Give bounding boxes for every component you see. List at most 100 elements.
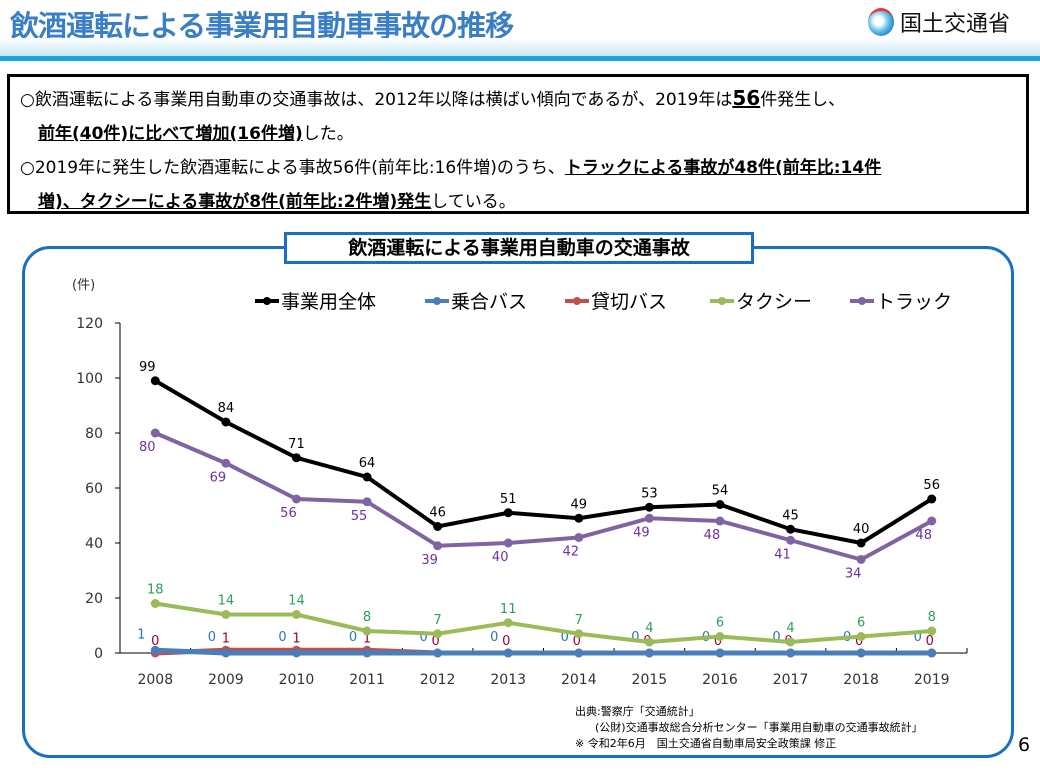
data-label: 0	[419, 630, 427, 645]
y-tick-label: 40	[85, 536, 103, 552]
data-label: 40	[853, 522, 870, 537]
data-label: 42	[563, 545, 580, 560]
data-point	[644, 513, 654, 523]
x-tick-label: 2017	[773, 672, 809, 688]
series-line-3	[154, 601, 932, 645]
data-label: 0	[631, 630, 639, 645]
x-tick-label: 2013	[490, 672, 526, 688]
data-label: 6	[716, 616, 724, 631]
data-label: 0	[151, 634, 159, 649]
data-label: 0	[278, 630, 286, 645]
header-band	[0, 38, 1040, 56]
x-tick-label: 2008	[137, 672, 173, 688]
data-label: 54	[712, 484, 729, 499]
legend-marker	[573, 297, 581, 305]
data-label: 0	[855, 634, 863, 649]
legend-label: トラック	[876, 291, 952, 313]
data-label: 0	[714, 634, 722, 649]
data-point	[221, 648, 231, 658]
data-label: 7	[433, 613, 441, 628]
data-point	[291, 648, 301, 658]
data-label: 0	[502, 634, 510, 649]
page-title: 飲酒運転による事業用自動車事故の推移	[10, 9, 514, 43]
data-label: 53	[641, 486, 658, 501]
data-label: 0	[926, 634, 934, 649]
data-point	[574, 533, 584, 542]
data-point	[503, 508, 513, 518]
data-point	[362, 626, 372, 636]
legend-label: 貸切バス	[591, 291, 667, 313]
summary-box: ○飲酒運転による事業用自動車の交通事故は、2012年以降は横ばい傾向であるが、2…	[7, 74, 1029, 214]
data-point	[927, 494, 937, 504]
data-label: 0	[914, 630, 922, 645]
y-tick-label: 20	[85, 591, 103, 607]
data-point	[786, 524, 796, 534]
legend-label: 事業用全体	[281, 291, 376, 313]
data-label: 0	[208, 630, 216, 645]
data-label: 8	[363, 610, 371, 625]
x-tick-label: 2014	[561, 672, 597, 688]
data-point	[503, 648, 513, 658]
data-label: 11	[500, 602, 517, 617]
legend-marker	[433, 297, 441, 305]
source-note: 出典:警察庁「交通統計」 (公財)交通事故総合分析センター「事業用自動車の交通事…	[575, 704, 923, 752]
data-label: 48	[915, 528, 932, 543]
data-label: 56	[923, 478, 940, 493]
data-point	[150, 645, 160, 655]
source-line: 出典:警察庁「交通統計」	[575, 705, 700, 718]
y-tick-label: 120	[76, 316, 103, 332]
data-label: 39	[421, 553, 438, 568]
data-label: 49	[633, 525, 650, 540]
x-tick-label: 2009	[208, 672, 244, 688]
data-point	[715, 648, 725, 658]
data-point	[715, 500, 725, 509]
data-label: 1	[363, 631, 371, 646]
summary-text: ○2019年に発生した飲酒運転による事故56件(前年比:16件増)のうち、	[20, 158, 565, 178]
legend-marker	[263, 297, 271, 305]
legend-marker	[718, 297, 726, 305]
data-point	[927, 626, 937, 636]
data-point	[291, 494, 301, 504]
data-label: 14	[288, 594, 305, 609]
mlit-logo-icon	[868, 8, 894, 36]
data-label: 80	[139, 440, 156, 455]
data-point	[856, 632, 866, 641]
summary-emphasis: 増)、タクシーによる事故が8件(前年比:2件増)発生	[38, 192, 432, 212]
data-point	[291, 610, 301, 619]
mlit-logo: 国土交通省	[868, 6, 1010, 38]
data-label: 55	[351, 509, 368, 524]
data-label: 14	[218, 594, 235, 609]
data-label: 0	[561, 630, 569, 645]
y-tick-label: 0	[94, 646, 103, 662]
chart-title: 飲酒運転による事業用自動車の交通事故	[284, 232, 754, 264]
y-tick-label: 100	[76, 371, 103, 387]
y-tick-label: 80	[85, 426, 103, 442]
data-point	[433, 541, 443, 551]
data-label: 45	[782, 508, 799, 523]
data-label: 99	[139, 360, 156, 375]
data-point	[715, 516, 725, 526]
data-point	[150, 599, 160, 608]
data-point	[715, 632, 725, 641]
data-label: 40	[492, 550, 509, 565]
data-point	[786, 535, 796, 545]
data-point	[856, 538, 866, 548]
x-tick-label: 2012	[420, 672, 456, 688]
source-line: (公財)交通事故総合分析センター「事業用自動車の交通事故統計」	[595, 721, 923, 734]
summary-emphasis: 56	[732, 86, 761, 110]
data-label: 71	[288, 437, 305, 452]
data-point	[433, 648, 443, 658]
data-point	[362, 472, 372, 482]
y-axis-label: (件)	[72, 278, 95, 293]
data-point	[433, 629, 443, 639]
series-line-1	[155, 647, 932, 656]
data-point	[927, 648, 937, 658]
data-point	[786, 648, 796, 658]
data-point	[503, 538, 513, 548]
data-label: 0	[431, 634, 439, 649]
data-label: 48	[704, 528, 721, 543]
data-point	[221, 458, 231, 468]
summary-text: ○飲酒運転による事業用自動車の交通事故は、2012年以降は横ばい傾向であるが、2…	[20, 90, 733, 110]
data-point	[856, 555, 866, 564]
